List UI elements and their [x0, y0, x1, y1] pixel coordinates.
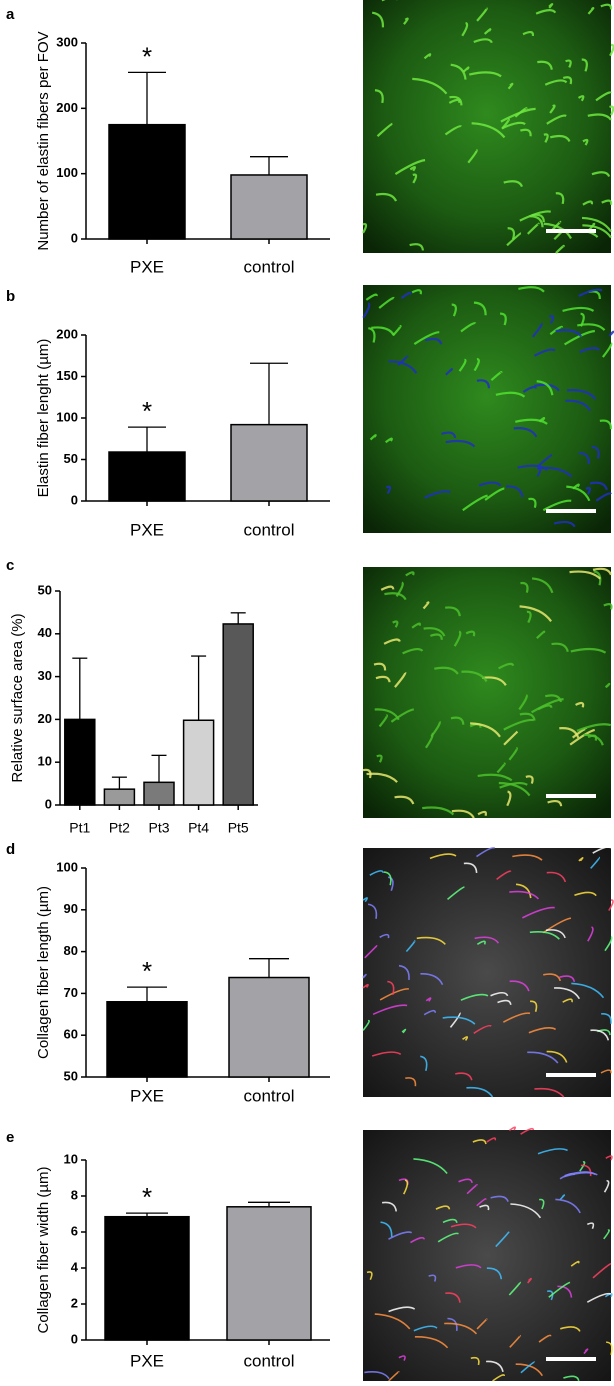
error-bar [127, 987, 167, 1002]
bar [105, 1217, 189, 1340]
significance-mark: * [142, 396, 152, 426]
y-tick-label: 70 [64, 985, 78, 1000]
y-axis-title: Number of elastin fibers per FOV [35, 31, 52, 250]
x-tick-label: PXE [130, 1351, 164, 1370]
x-tick-label: Pt1 [69, 820, 90, 836]
error-bar [250, 157, 288, 175]
bar [231, 425, 307, 501]
y-tick-label: 100 [56, 409, 78, 424]
error-bar [112, 777, 127, 789]
micrograph [363, 567, 611, 818]
y-tick-label: 4 [71, 1259, 79, 1274]
y-tick-label: 2 [71, 1295, 78, 1310]
error-bar [191, 656, 206, 720]
x-tick-label: control [243, 1351, 294, 1370]
y-tick-label: 30 [38, 668, 52, 683]
x-tick-label: Pt4 [188, 820, 209, 836]
error-bar [249, 959, 289, 978]
significance-mark: * [142, 41, 152, 71]
bar [184, 720, 214, 805]
y-tick-label: 0 [71, 1331, 78, 1346]
y-tick-label: 0 [71, 230, 78, 245]
y-tick-label: 8 [71, 1187, 78, 1202]
significance-mark: * [142, 956, 152, 986]
y-tick-label: 150 [56, 368, 78, 383]
error-bar [250, 363, 288, 424]
y-tick-label: 10 [64, 1151, 78, 1166]
micrographs [363, 0, 614, 1381]
y-tick-label: 90 [64, 901, 78, 916]
bar [144, 782, 174, 805]
x-tick-label: PXE [130, 257, 164, 276]
y-axis-title: Collagen fiber width (µm) [35, 1166, 52, 1333]
bar [109, 125, 185, 239]
y-tick-label: 0 [71, 492, 78, 507]
y-tick-label: 100 [56, 859, 78, 874]
y-tick-label: 50 [64, 1068, 78, 1083]
panel-label: a [6, 6, 15, 23]
bar [227, 1207, 311, 1340]
significance-mark: * [142, 1182, 152, 1212]
y-tick-label: 50 [64, 451, 78, 466]
fiber [509, 1127, 515, 1130]
micrograph [363, 848, 611, 1097]
y-tick-label: 300 [56, 34, 78, 49]
y-tick-label: 40 [38, 625, 52, 640]
x-tick-label: PXE [130, 520, 164, 539]
panel-label: c [6, 557, 14, 574]
x-tick-label: Pt3 [148, 820, 169, 836]
panel-label: b [6, 288, 15, 305]
y-tick-label: 6 [71, 1223, 78, 1238]
y-tick-label: 60 [64, 1027, 78, 1042]
y-tick-label: 80 [64, 943, 78, 958]
bar [65, 719, 95, 805]
y-tick-label: 50 [38, 582, 52, 597]
x-tick-label: Pt2 [109, 820, 130, 836]
x-tick-label: PXE [130, 1086, 164, 1105]
panel-label: d [6, 841, 15, 858]
y-tick-label: 200 [56, 100, 78, 115]
x-tick-label: control [243, 1086, 294, 1105]
y-tick-label: 200 [56, 326, 78, 341]
error-bar [152, 755, 167, 782]
x-tick-label: Pt5 [228, 820, 249, 836]
bar [109, 452, 185, 501]
y-tick-label: 100 [56, 165, 78, 180]
panel-label: e [6, 1129, 14, 1146]
y-axis-title: Relative surface area (%) [9, 613, 26, 782]
bar [231, 175, 307, 239]
x-tick-label: control [243, 520, 294, 539]
bar [107, 1002, 187, 1077]
y-tick-label: 10 [38, 754, 52, 769]
y-tick-label: 20 [38, 711, 52, 726]
x-tick-label: control [243, 257, 294, 276]
y-axis-title: Collagen fiber length (µm) [35, 886, 52, 1059]
y-axis-title: Elastin fiber lenght (µm) [35, 339, 52, 498]
error-bar [231, 613, 246, 624]
error-bar [128, 72, 166, 124]
bar [223, 624, 253, 805]
y-tick-label: 0 [45, 796, 52, 811]
error-bar [128, 427, 166, 452]
bar [104, 789, 134, 805]
bar [229, 978, 309, 1077]
error-bar [72, 658, 87, 719]
micrograph [363, 1130, 611, 1381]
